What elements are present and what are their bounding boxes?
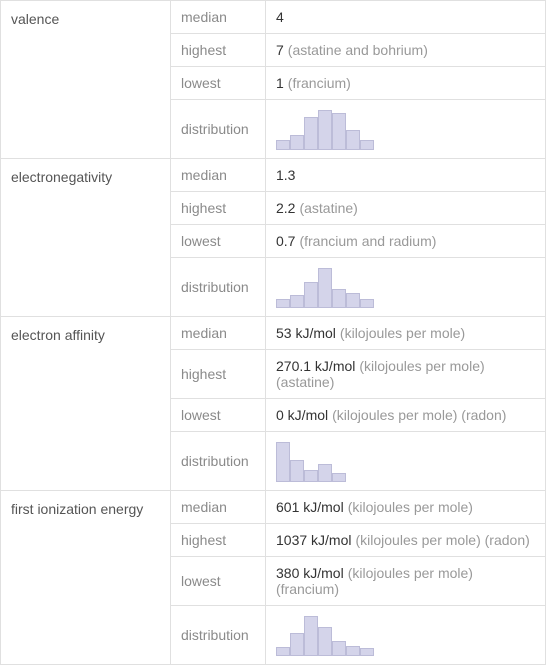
- value-text: 1.3: [276, 167, 295, 183]
- value-text: 380 kJ/mol: [276, 565, 344, 581]
- table-body: valence median 4 highest 7(astatine and …: [1, 1, 546, 665]
- distribution-cell: [266, 432, 546, 491]
- table-row: electron affinity median 53 kJ/mol(kiloj…: [1, 317, 546, 350]
- table-row: electronegativity median 1.3: [1, 159, 546, 192]
- value-note: (astatine and bohrium): [288, 42, 428, 58]
- properties-table: valence median 4 highest 7(astatine and …: [0, 0, 546, 665]
- distribution-bar: [346, 293, 360, 308]
- distribution-bar: [332, 289, 346, 308]
- distribution-bar: [276, 442, 290, 482]
- distribution-bar: [318, 110, 332, 150]
- stat-value: 270.1 kJ/mol(kilojoules per mole) (astat…: [266, 350, 546, 399]
- value-note: (kilojoules per mole) (radon): [332, 407, 506, 423]
- distribution-cell: [266, 100, 546, 159]
- value-note: (kilojoules per mole): [340, 325, 465, 341]
- distribution-bar: [332, 473, 346, 482]
- distribution-chart: [276, 440, 535, 482]
- distribution-bar: [290, 460, 304, 482]
- distribution-bar: [304, 470, 318, 482]
- value-note: (kilojoules per mole) (radon): [355, 532, 529, 548]
- distribution-bar: [304, 282, 318, 308]
- stat-value: 2.2(astatine): [266, 192, 546, 225]
- distribution-bar: [290, 135, 304, 150]
- distribution-bar: [346, 130, 360, 150]
- stat-value: 7(astatine and bohrium): [266, 34, 546, 67]
- distribution-bar: [318, 627, 332, 656]
- value-note: (astatine): [299, 200, 357, 216]
- stat-label-distribution: distribution: [171, 258, 266, 317]
- distribution-bar: [290, 295, 304, 308]
- value-text: 4: [276, 9, 284, 25]
- distribution-bar: [332, 641, 346, 656]
- stat-value: 0.7(francium and radium): [266, 225, 546, 258]
- value-text: 2.2: [276, 200, 295, 216]
- stat-label-median: median: [171, 491, 266, 524]
- distribution-cell: [266, 258, 546, 317]
- distribution-bar: [276, 140, 290, 151]
- value-text: 53 kJ/mol: [276, 325, 336, 341]
- distribution-bar: [332, 113, 346, 150]
- stat-value: 601 kJ/mol(kilojoules per mole): [266, 491, 546, 524]
- stat-label-lowest: lowest: [171, 557, 266, 606]
- stat-label-median: median: [171, 317, 266, 350]
- distribution-bar: [276, 647, 290, 656]
- stat-label-lowest: lowest: [171, 225, 266, 258]
- distribution-cell: [266, 606, 546, 665]
- value-text: 7: [276, 42, 284, 58]
- stat-value: 0 kJ/mol(kilojoules per mole) (radon): [266, 399, 546, 432]
- stat-label-lowest: lowest: [171, 399, 266, 432]
- value-note: (francium and radium): [299, 233, 436, 249]
- stat-label-highest: highest: [171, 34, 266, 67]
- value-text: 0.7: [276, 233, 295, 249]
- property-name: first ionization energy: [1, 491, 171, 665]
- stat-label-highest: highest: [171, 350, 266, 399]
- property-name: valence: [1, 1, 171, 159]
- value-text: 601 kJ/mol: [276, 499, 344, 515]
- stat-label-lowest: lowest: [171, 67, 266, 100]
- distribution-bar: [290, 633, 304, 656]
- stat-value: 4: [266, 1, 546, 34]
- distribution-bar: [318, 464, 332, 482]
- table-row: valence median 4: [1, 1, 546, 34]
- value-text: 0 kJ/mol: [276, 407, 328, 423]
- distribution-bar: [318, 268, 332, 308]
- distribution-chart: [276, 108, 535, 150]
- value-note: (kilojoules per mole): [348, 499, 473, 515]
- property-name: electron affinity: [1, 317, 171, 491]
- value-note: (francium): [288, 75, 351, 91]
- value-text: 1037 kJ/mol: [276, 532, 351, 548]
- stat-label-highest: highest: [171, 192, 266, 225]
- stat-label-median: median: [171, 159, 266, 192]
- distribution-bar: [360, 648, 374, 656]
- stat-value: 1037 kJ/mol(kilojoules per mole) (radon): [266, 524, 546, 557]
- stat-label-distribution: distribution: [171, 432, 266, 491]
- distribution-chart: [276, 266, 535, 308]
- distribution-bar: [360, 140, 374, 151]
- stat-value: 1.3: [266, 159, 546, 192]
- table-row: first ionization energy median 601 kJ/mo…: [1, 491, 546, 524]
- distribution-bar: [304, 117, 318, 150]
- distribution-chart: [276, 614, 535, 656]
- stat-label-highest: highest: [171, 524, 266, 557]
- stat-label-median: median: [171, 1, 266, 34]
- stat-value: 1(francium): [266, 67, 546, 100]
- property-name: electronegativity: [1, 159, 171, 317]
- stat-label-distribution: distribution: [171, 606, 266, 665]
- value-text: 1: [276, 75, 284, 91]
- distribution-bar: [346, 646, 360, 657]
- value-text: 270.1 kJ/mol: [276, 358, 355, 374]
- distribution-bar: [276, 299, 290, 308]
- distribution-bar: [304, 616, 318, 656]
- stat-value: 53 kJ/mol(kilojoules per mole): [266, 317, 546, 350]
- stat-label-distribution: distribution: [171, 100, 266, 159]
- stat-value: 380 kJ/mol(kilojoules per mole) (franciu…: [266, 557, 546, 606]
- distribution-bar: [360, 299, 374, 308]
